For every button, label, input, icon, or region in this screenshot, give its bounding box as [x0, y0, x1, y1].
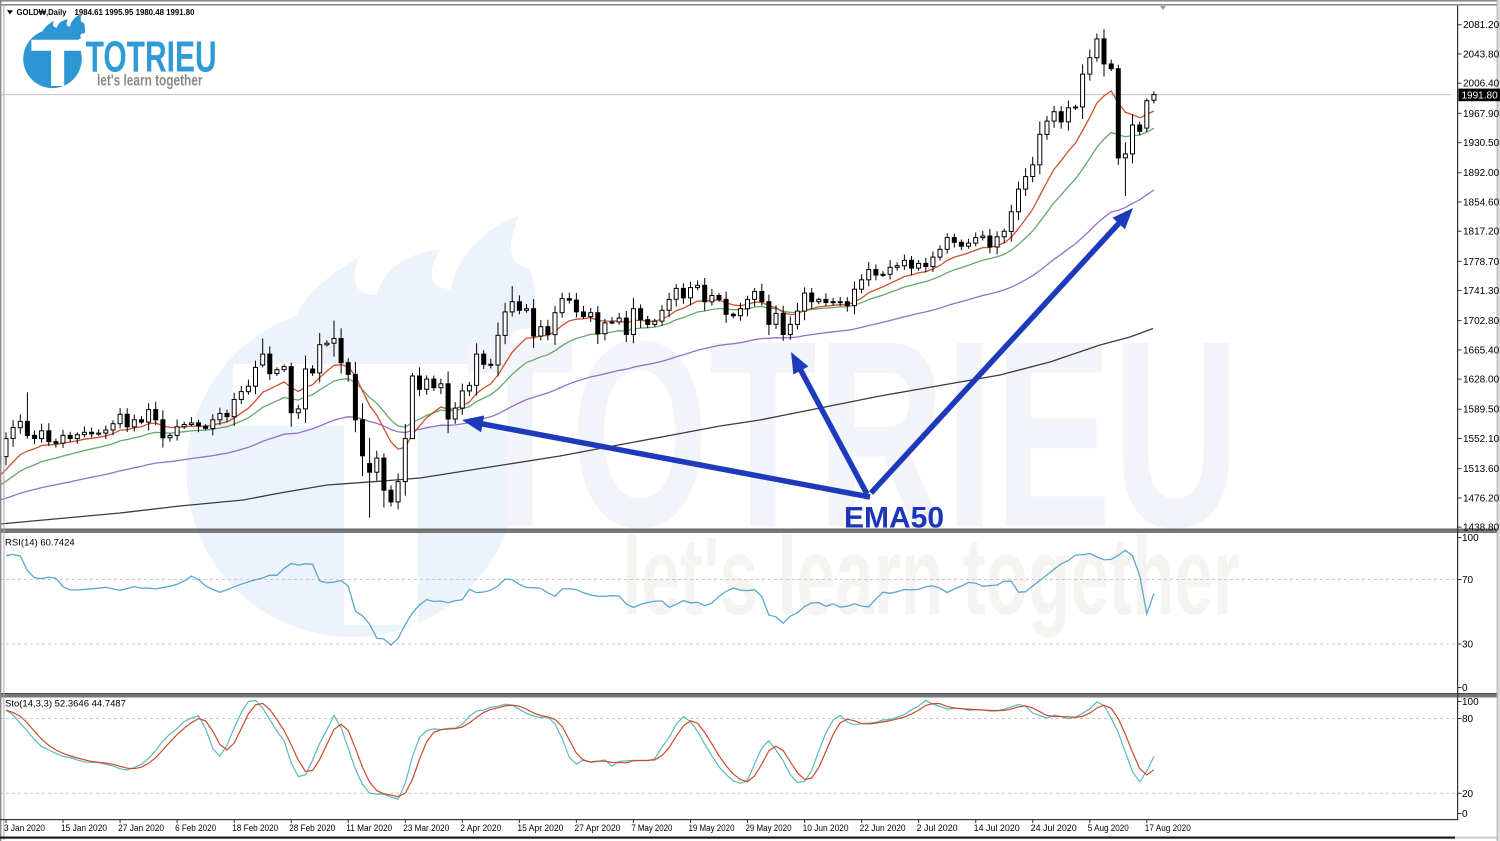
svg-text:1552.10: 1552.10 — [1463, 434, 1500, 445]
svg-text:18 Feb 2020: 18 Feb 2020 — [232, 823, 278, 833]
svg-text:TOTRIEU: TOTRIEU — [86, 34, 217, 82]
svg-text:1991.80: 1991.80 — [1462, 90, 1499, 101]
svg-text:100: 100 — [1462, 533, 1479, 544]
svg-text:15 Apr 2020: 15 Apr 2020 — [517, 823, 563, 833]
svg-text:1628.00: 1628.00 — [1463, 375, 1500, 386]
svg-text:19 May 2020: 19 May 2020 — [689, 823, 735, 833]
svg-text:0: 0 — [1462, 683, 1468, 694]
svg-text:1967.90: 1967.90 — [1463, 109, 1500, 120]
svg-text:30: 30 — [1462, 640, 1474, 651]
svg-text:1665.40: 1665.40 — [1463, 345, 1500, 356]
svg-text:10 Jun 2020: 10 Jun 2020 — [803, 823, 849, 833]
svg-text:22 Jun 2020: 22 Jun 2020 — [860, 823, 906, 833]
svg-text:RSI(14) 60.7424: RSI(14) 60.7424 — [5, 538, 75, 549]
svg-text:70: 70 — [1462, 575, 1474, 586]
svg-text:28 Feb 2020: 28 Feb 2020 — [289, 823, 335, 833]
svg-text:0: 0 — [1462, 809, 1468, 820]
svg-text:let's learn together: let's learn together — [97, 73, 203, 90]
svg-text:1930.50: 1930.50 — [1463, 138, 1500, 149]
svg-text:6 Feb 2020: 6 Feb 2020 — [175, 823, 216, 833]
svg-text:80: 80 — [1462, 714, 1474, 725]
svg-text:2006.40: 2006.40 — [1463, 79, 1500, 90]
svg-text:1476.20: 1476.20 — [1463, 493, 1500, 504]
svg-text:3 Jan 2020: 3 Jan 2020 — [4, 823, 45, 833]
svg-text:14 Jul 2020: 14 Jul 2020 — [974, 823, 1020, 833]
svg-text:24 Jul 2020: 24 Jul 2020 — [1031, 823, 1077, 833]
svg-text:11 Mar 2020: 11 Mar 2020 — [346, 823, 392, 833]
svg-text:20: 20 — [1462, 789, 1474, 800]
svg-text:17 Aug 2020: 17 Aug 2020 — [1145, 823, 1191, 833]
svg-text:2043.80: 2043.80 — [1463, 49, 1500, 60]
svg-text:GOLD₩,Daily: GOLD₩,Daily — [17, 7, 67, 17]
svg-text:2 Jul 2020: 2 Jul 2020 — [917, 823, 958, 833]
svg-text:100: 100 — [1462, 697, 1479, 708]
svg-text:23 Mar 2020: 23 Mar 2020 — [403, 823, 449, 833]
svg-text:1854.60: 1854.60 — [1463, 197, 1500, 208]
svg-text:let's learn together: let's learn together — [622, 515, 1240, 638]
svg-text:1778.70: 1778.70 — [1463, 257, 1500, 268]
svg-text:29 May 2020: 29 May 2020 — [746, 823, 792, 833]
svg-text:Sto(14,3,3) 52.3646 44.7487: Sto(14,3,3) 52.3646 44.7487 — [5, 699, 126, 710]
svg-text:1513.60: 1513.60 — [1463, 464, 1500, 475]
svg-text:1984.61 1995.95 1980.48 1991.8: 1984.61 1995.95 1980.48 1991.80 — [75, 7, 195, 17]
svg-text:2 Apr 2020: 2 Apr 2020 — [460, 823, 501, 833]
svg-text:15 Jan 2020: 15 Jan 2020 — [61, 823, 107, 833]
svg-text:1817.20: 1817.20 — [1463, 227, 1500, 238]
svg-text:1741.30: 1741.30 — [1463, 286, 1500, 297]
svg-text:TOTRIEU: TOTRIEU — [466, 286, 1240, 583]
svg-text:2081.20: 2081.20 — [1463, 20, 1500, 31]
svg-text:7 May 2020: 7 May 2020 — [631, 823, 672, 833]
svg-text:5 Aug 2020: 5 Aug 2020 — [1088, 823, 1129, 833]
svg-text:EMA50: EMA50 — [844, 502, 944, 535]
svg-text:1892.00: 1892.00 — [1463, 168, 1500, 179]
svg-text:1589.50: 1589.50 — [1463, 405, 1500, 416]
svg-text:1438.80: 1438.80 — [1463, 523, 1500, 534]
svg-text:27 Jan 2020: 27 Jan 2020 — [118, 823, 164, 833]
svg-text:27 Apr 2020: 27 Apr 2020 — [574, 823, 620, 833]
svg-text:1702.80: 1702.80 — [1463, 316, 1500, 327]
